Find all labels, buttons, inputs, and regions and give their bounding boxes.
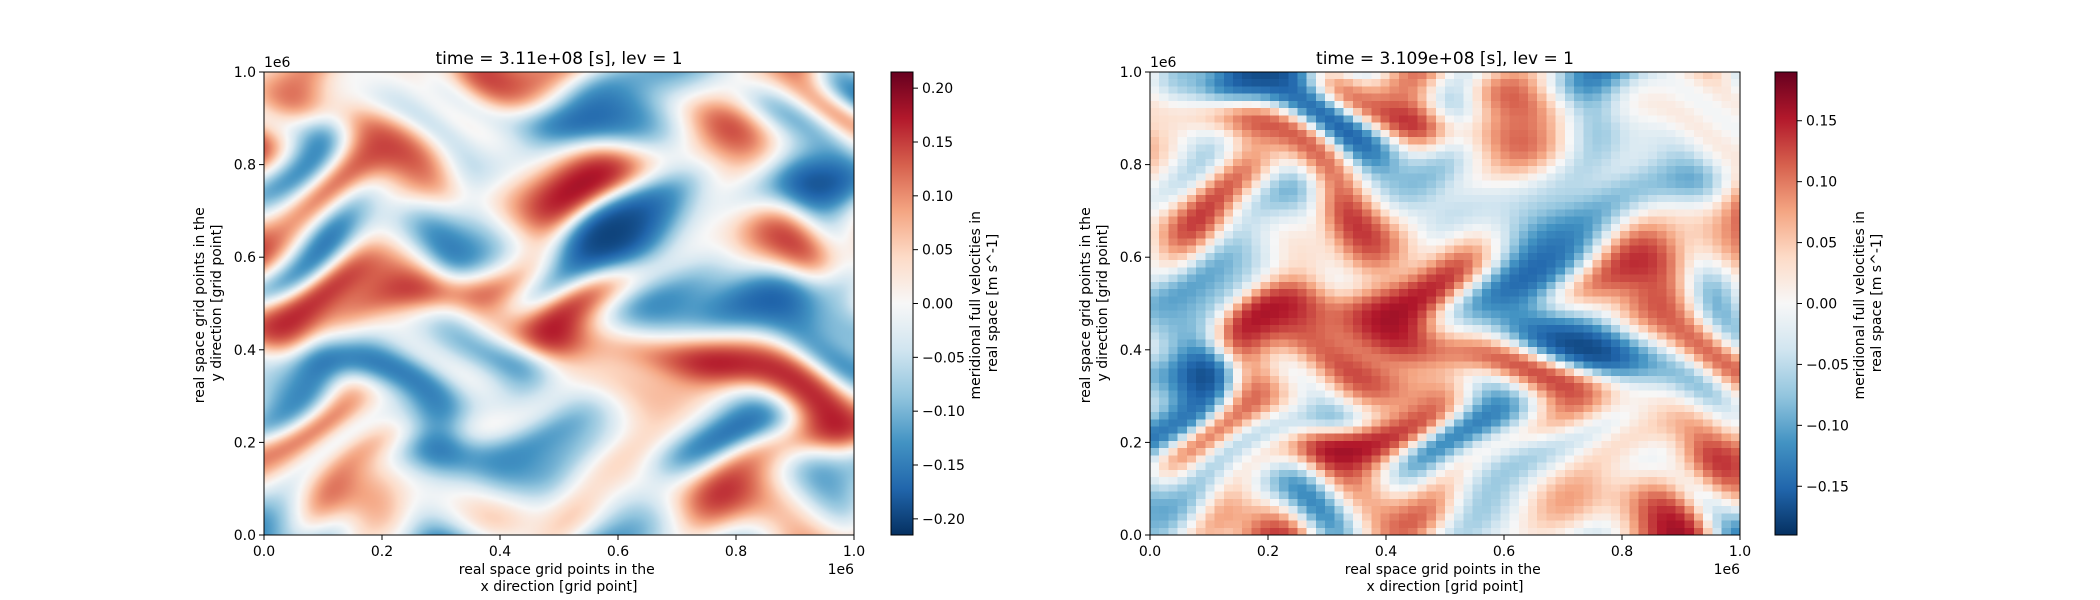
panel-1-colorbar-tick-label: −0.05 [922,350,965,366]
panel-2-colorbar-label-line-1: meridional full velocities in [1852,211,1868,400]
panel-1-frame [263,71,855,536]
panel-2-x-tick-label: 0.4 [1375,544,1397,560]
panel-2-colorbar-tick-label: −0.05 [1806,357,1849,373]
panel-2-heatmap [1150,72,1740,535]
panel-1-x-tick-label: 1.0 [843,544,865,560]
panel-2-colorbar-tick-label: 0.05 [1806,236,1837,252]
panel-1-y-axis: 0.0 0.2 0.4 0.6 0.8 1.0 [234,65,264,544]
panel-1-colorbar-tick-label: −0.10 [922,404,965,420]
panel-2-colorbar-tick-label: −0.10 [1806,418,1849,434]
panel-2-x-offset-label: 1e6 [1714,562,1741,578]
panel-1-x-axis-label-line-2: x direction [grid point] [480,579,637,595]
panel-1-y-tick-label: 0.2 [234,435,256,451]
panel-1-colorbar-tick-label: 0.00 [922,297,953,313]
panel-2-y-axis: 0.0 0.2 0.4 0.6 0.8 1.0 [1120,65,1150,544]
panel-2: time = 3.109e+08 [s], lev = 1 0.0 0.2 0.4 0… [1078,49,1885,595]
panel-2-x-tick-label: 0.6 [1493,544,1515,560]
panel-1-colorbar-label-line-2: real space [m s^-1] [985,234,1001,373]
panel-2-x-tick-label: 0.2 [1257,544,1279,560]
panel-2-x-tick-label: 0.0 [1139,544,1161,560]
panel-1-heatmap [264,72,854,535]
panel-2-colorbar-tick-label: 0.10 [1806,175,1837,191]
panel-2-x-axis-label-line-1: real space grid points in the [1345,562,1541,578]
panel-2-x-axis-label: real space grid points in the x directio… [1345,562,1545,595]
panel-1-y-tick-label: 0.0 [234,528,256,544]
panel-1-x-tick-label: 0.8 [725,544,747,560]
panel-1-x-tick-label: 0.6 [607,544,629,560]
panel-2-colorbar-tick-label: −0.15 [1806,479,1849,495]
panel-2-colorbar-tick-label: 0.00 [1806,297,1837,313]
panel-1-y-axis-label-line-2: y direction [grid point] [209,224,225,381]
panel-2-y-tick-label: 0.2 [1120,435,1142,451]
panel-1-x-axis-label: real space grid points in the x directio… [459,562,659,595]
panel-1-colorbar-ticks: −0.20 −0.15 −0.10 −0.05 0.00 0.05 0.10 0.15 0.20 [913,81,965,528]
panel-2-y-axis-label-line-2: y direction [grid point] [1095,224,1111,381]
panel-1-colorbar-tick-label: 0.15 [922,135,953,151]
panel-2-colorbar [1774,71,1798,536]
panel-2-y-tick-label: 0.8 [1120,158,1142,174]
panel-1-colorbar [890,71,914,536]
panel-1-x-offset-label: 1e6 [828,562,855,578]
panel-2-colorbar-label-line-2: real space [m s^-1] [1869,234,1885,373]
panel-1-x-axis-label-line-1: real space grid points in the [459,562,655,578]
panel-1-colorbar-tick-label: 0.05 [922,243,953,259]
panel-1-y-tick-label: 1.0 [234,65,256,81]
panel-2-x-axis-label-line-2: x direction [grid point] [1366,579,1523,595]
panel-2-y-tick-label: 0.0 [1120,528,1142,544]
panel-2-y-tick-label: 1.0 [1120,65,1142,81]
panel-1-title: time = 3.11e+08 [s], lev = 1 [435,49,682,69]
panel-2-y-axis-label-line-1: real space grid points in the [1078,207,1094,403]
panel-2-y-axis-label: real space grid points in the y directio… [1078,203,1111,403]
panel-1-colorbar-tick-label: 0.20 [922,81,953,97]
panel-2-colorbar-label: meridional full velocities in real space… [1852,207,1885,400]
panel-1-y-axis-label-line-1: real space grid points in the [192,207,208,403]
panel-2-x-tick-label: 1.0 [1729,544,1751,560]
panel-1-y-tick-label: 0.4 [234,343,256,359]
panel-1-y-tick-label: 0.6 [234,250,256,266]
panel-2-y-tick-label: 0.4 [1120,343,1142,359]
panel-1-y-axis-label: real space grid points in the y directio… [192,203,225,403]
panel-1-x-tick-label: 0.4 [489,544,511,560]
panel-2-colorbar-ticks: −0.15 −0.10 −0.05 0.00 0.05 0.10 0.15 [1797,114,1849,495]
panel-1: time = 3.11e+08 [s], lev = 1 0.0 0.2 0.4 0.… [192,49,1001,595]
panel-1-colorbar-tick-label: 0.10 [922,189,953,205]
panel-2-colorbar-tick-label: 0.15 [1806,114,1837,130]
panel-1-x-tick-label: 0.0 [253,544,275,560]
panel-1-y-tick-label: 0.8 [234,158,256,174]
panel-2-x-tick-label: 0.8 [1611,544,1633,560]
panel-2-y-offset-label: 1e6 [1150,55,1177,71]
panel-2-frame [1149,71,1741,536]
panel-1-x-tick-label: 0.2 [371,544,393,560]
panel-2-title: time = 3.109e+08 [s], lev = 1 [1316,49,1574,69]
panel-1-colorbar-tick-label: −0.15 [922,458,965,474]
panel-1-colorbar-label: meridional full velocities in real space… [968,207,1001,400]
panel-2-x-axis: 0.0 0.2 0.4 0.6 0.8 1.0 [1139,535,1751,560]
panel-1-y-offset-label: 1e6 [264,55,291,71]
panel-1-colorbar-label-line-1: meridional full velocities in [968,211,984,400]
panel-2-y-tick-label: 0.6 [1120,250,1142,266]
panel-1-colorbar-tick-label: −0.20 [922,512,965,528]
panel-1-x-axis: 0.0 0.2 0.4 0.6 0.8 1.0 [253,535,865,560]
